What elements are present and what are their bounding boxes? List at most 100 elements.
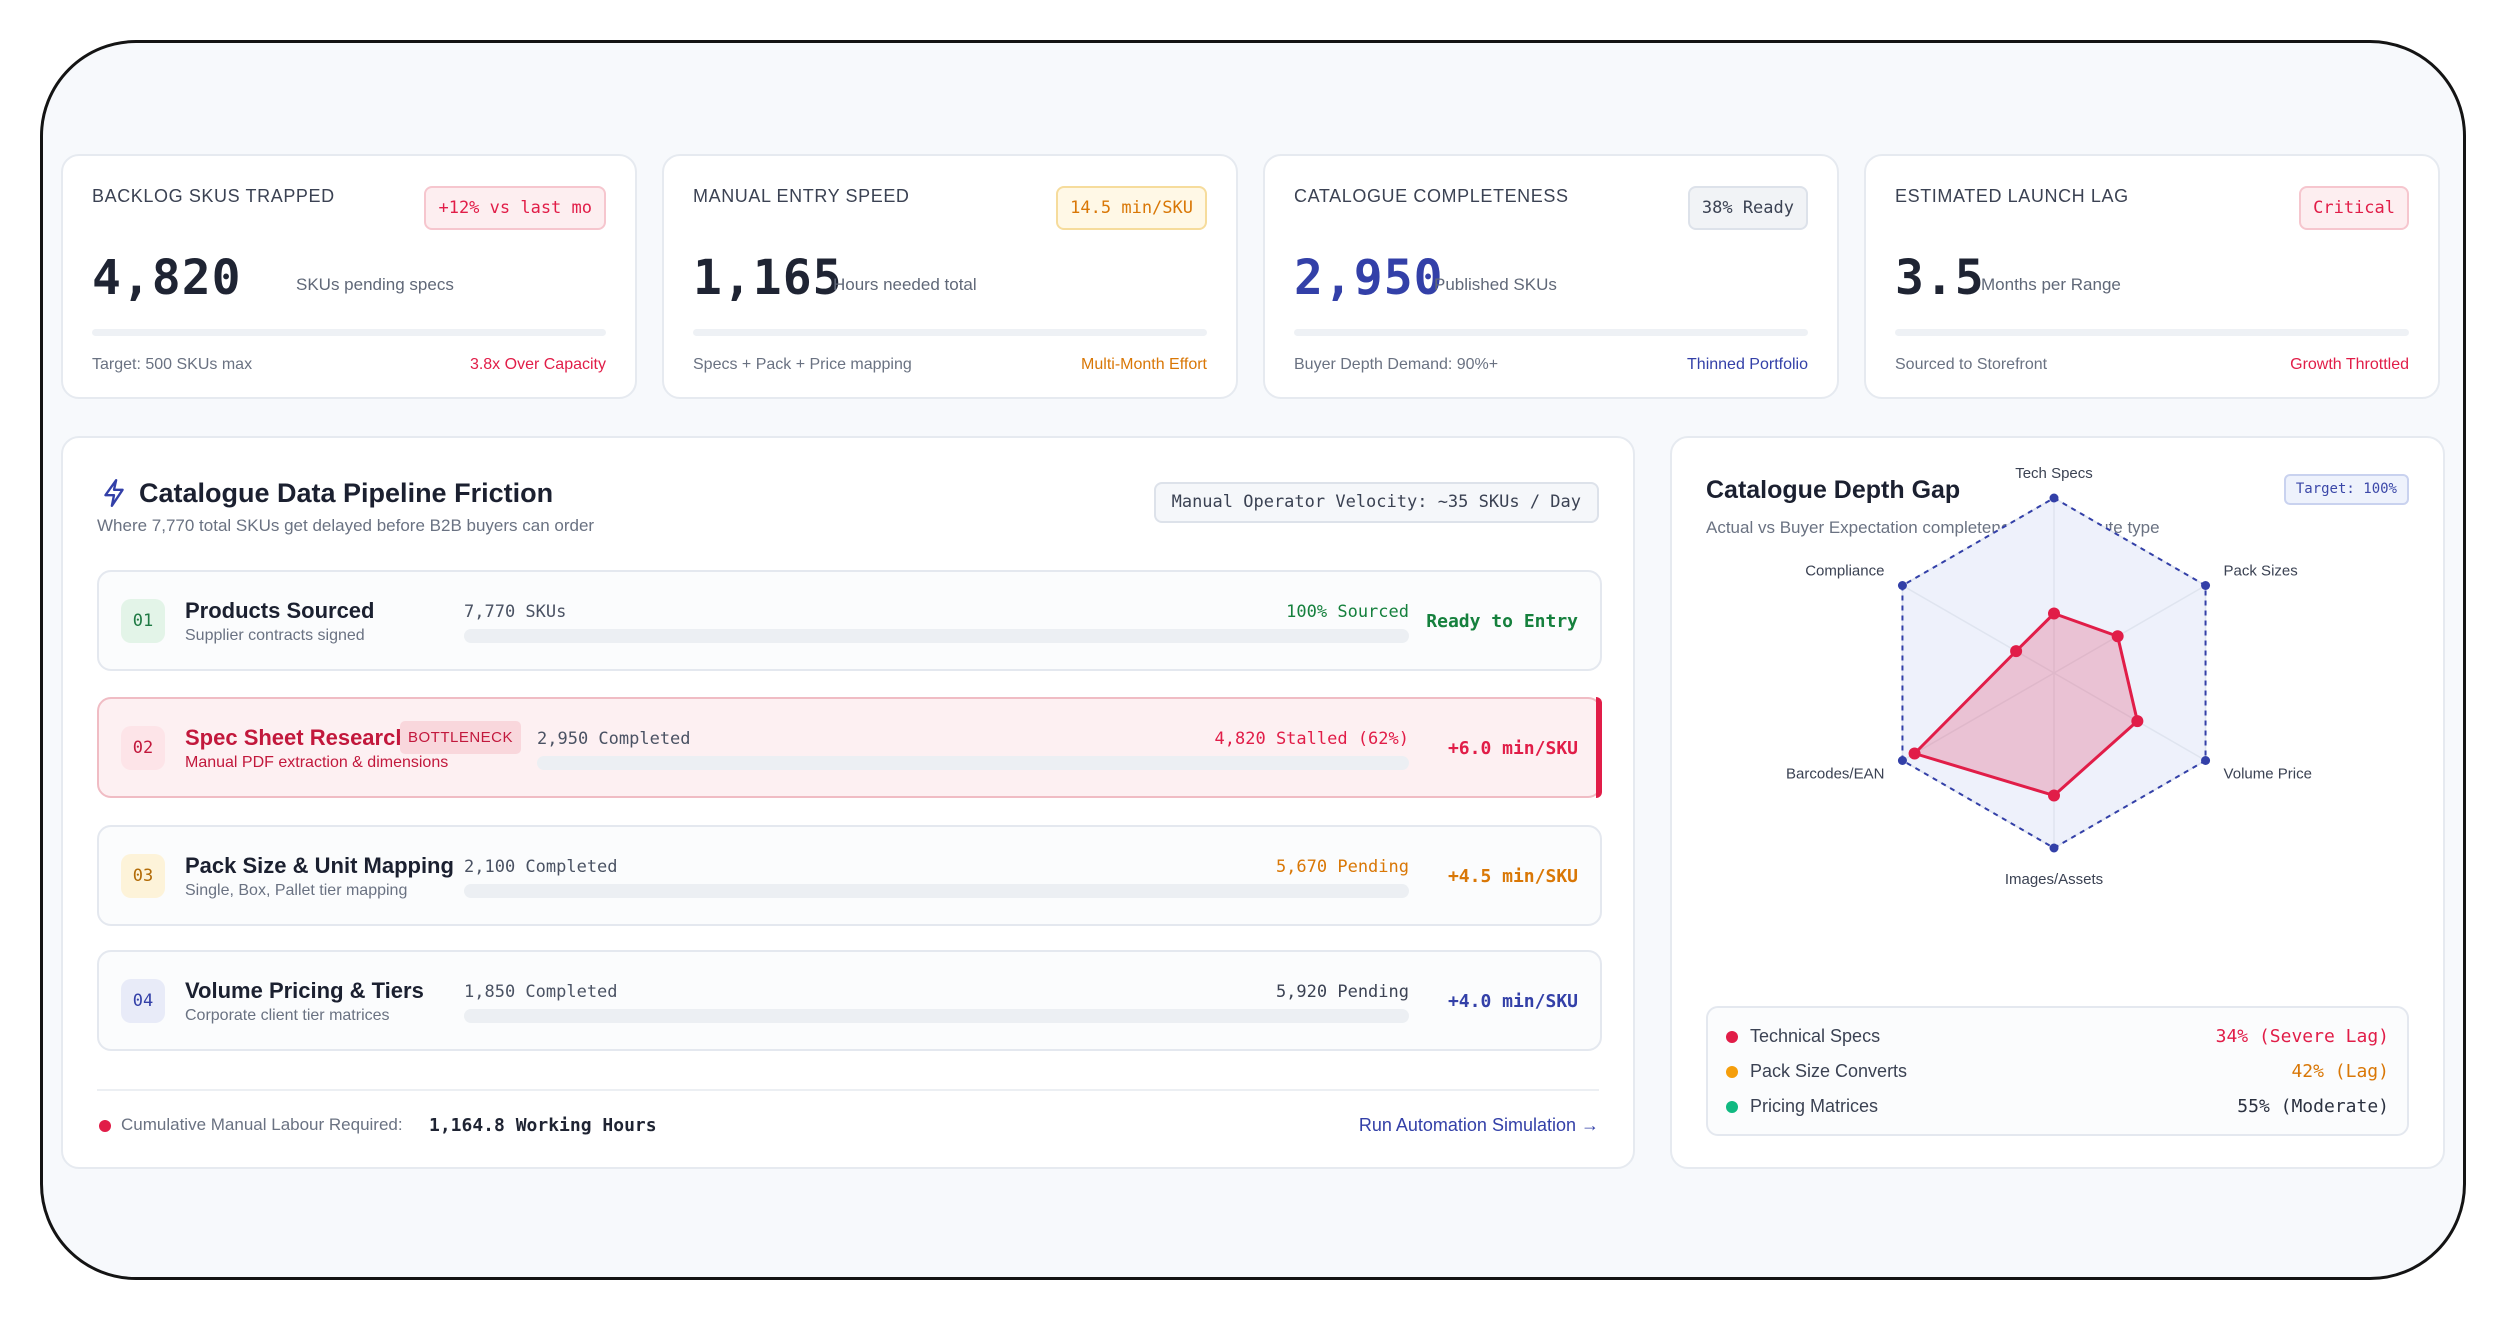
stage-number: 04 [121,979,165,1023]
stage-count: 2,100 Completed [464,857,618,877]
kpi-foot-right: Growth Throttled [2290,356,2409,373]
pipeline-panel: Catalogue Data Pipeline Friction Where 7… [61,436,1635,1169]
radar-spoke [1902,584,2055,674]
stage-title: Volume Pricing & Tiers [185,978,424,1003]
kpi-sub: Months per Range [1981,275,2121,294]
kpi-foot: Buyer Depth Demand: 90%+ [1294,356,1499,373]
radar-axis-label: Tech Specs [2015,465,2093,482]
labour-label: Cumulative Manual Labour Required: [121,1115,403,1134]
velocity-badge: Manual Operator Velocity: ~35 SKUs / Day [1153,482,1599,523]
radar-axis-label: Compliance [1805,563,1884,580]
radar-actual-point [2111,630,2124,643]
kpi-value: 1,165 [693,250,843,306]
radar-actual-point [2048,607,2060,620]
pipeline-stage-pack-mapping[interactable]: 03 Pack Size & Unit Mapping Single, Box,… [97,825,1602,926]
kpi-card-backlog: BACKLOG SKUS TRAPPED +12% vs last mo 4,8… [61,154,637,399]
legend-label: Pricing Matrices [1750,1096,1879,1116]
radar-actual-point [2131,715,2144,728]
stage-rate: +6.0 min/SKU [1447,738,1578,759]
kpi-foot: Specs + Pack + Price mapping [693,356,912,373]
depth-gap-title: Catalogue Depth Gap [1706,476,1961,504]
stage-number: 03 [121,854,165,898]
kpi-track [1895,329,2409,336]
legend-value: 55% (Moderate) [2237,1096,2389,1117]
radar-spoke [2053,584,2206,674]
kpi-badge: 38% Ready [1687,186,1808,230]
radar-chart: Tech Specs Pack Sizes Volume Price Images/A… [1786,465,2312,888]
radar-target-point [2049,843,2059,853]
stage-status: 100% Sourced [1286,602,1409,622]
stage-count: 1,850 Completed [464,982,618,1002]
legend-dot [1726,1066,1738,1078]
kpi-track [1294,329,1808,336]
run-simulation-link[interactable]: Run Automation Simulation → [1358,1115,1599,1135]
stage-status: 5,920 Pending [1275,982,1409,1002]
stage-description: Corporate client tier matrices [185,1007,390,1024]
kpi-sub: Hours needed total [833,275,977,294]
kpi-card-launch-lag: ESTIMATED LAUNCH LAG Critical 3.5 Months… [1864,154,2440,399]
legend-value: 34% (Severe Lag) [2215,1026,2389,1047]
radar-actual-point [2048,789,2060,802]
kpi-label: BACKLOG SKUS TRAPPED [92,186,335,206]
legend-dot [1726,1031,1738,1043]
radar-target-point [1897,756,1907,765]
stage-description: Single, Box, Pallet tier mapping [185,882,408,899]
depth-gap-legend: Technical Specs 34% (Severe Lag) Pack Si… [1706,1006,2409,1136]
kpi-badge: 14.5 min/SKU [1056,186,1207,230]
radar-axis-label: Images/Assets [2005,871,2103,888]
radar-target-point [2049,493,2059,503]
kpi-foot-right: Thinned Portfolio [1687,356,1808,373]
radar-axis-label: Pack Sizes [2224,563,2298,580]
kpi-card-completeness: CATALOGUE COMPLETENESS 38% Ready 2,950 P… [1263,154,1839,399]
kpi-sub: Published SKUs [1434,275,1557,294]
kpi-badge: +12% vs last mo [424,186,606,230]
kpi-foot: Target: 500 SKUs max [92,356,253,373]
kpi-card-entry-speed: MANUAL ENTRY SPEED 14.5 min/SKU 1,165 Ho… [662,154,1238,399]
kpi-sub: SKUs pending specs [296,275,454,294]
stage-rate: +4.5 min/SKU [1447,866,1578,887]
stage-progress-track [464,884,1409,898]
stage-progress-track [464,629,1409,643]
stage-progress-track [464,1009,1409,1023]
pipeline-stage-volume-pricing[interactable]: 04 Volume Pricing & Tiers Corporate clie… [97,950,1602,1051]
legend-dot [1726,1101,1738,1113]
stage-count: 2,950 Completed [537,729,691,749]
stage-number: 01 [121,599,165,643]
stage-status: 4,820 Stalled (62%) [1214,729,1409,749]
legend-row: Technical Specs 34% (Severe Lag) [1726,1022,2389,1052]
radar-target-point [2201,756,2211,765]
kpi-track [693,329,1207,336]
kpi-label: MANUAL ENTRY SPEED [693,186,910,206]
pipeline-stage-sourced[interactable]: 01 Products Sourced Supplier contracts s… [97,570,1602,671]
legend-row: Pack Size Converts 42% (Lag) [1726,1057,2389,1087]
legend-value: 42% (Lag) [2291,1061,2389,1082]
stage-count: 7,770 SKUs [464,602,567,622]
target-badge: Target: 100% [2283,474,2409,505]
divider [97,1089,1599,1091]
radar-axis-label: Barcodes/EAN [1786,766,1884,783]
stage-progress-track [537,756,1409,770]
stage-title: Spec Sheet Research [185,725,409,750]
labour-value: 1,164.8 Working Hours [429,1115,657,1136]
kpi-label: CATALOGUE COMPLETENESS [1294,186,1569,206]
kpi-value: 2,950 [1294,250,1444,306]
kpi-foot: Sourced to Storefront [1895,356,2048,373]
stage-rate: Ready to Entry [1426,611,1578,632]
kpi-foot-right: 3.8x Over Capacity [469,356,606,373]
radar-actual-point [2010,645,2023,658]
radar-spoke [1902,672,2055,762]
stage-description: Supplier contracts signed [185,627,365,644]
legend-label: Technical Specs [1750,1026,1881,1046]
kpi-track [92,329,606,336]
stage-title: Products Sourced [185,598,375,623]
depth-gap-panel: Catalogue Depth Gap Actual vs Buyer Expe… [1670,436,2445,1169]
radar-actual-point [1908,747,1921,760]
kpi-value: 3.5 [1895,250,1985,306]
stage-rate: +4.0 min/SKU [1447,991,1578,1012]
pipeline-stage-spec-research[interactable]: 02 Spec Sheet Research BOTTLENECK Manual… [97,697,1602,798]
kpi-value: 4,820 [92,250,242,306]
lightning-icon [104,478,124,508]
stage-status: 5,670 Pending [1275,857,1409,877]
status-dot [99,1120,111,1132]
kpi-badge: Critical [2299,186,2409,230]
